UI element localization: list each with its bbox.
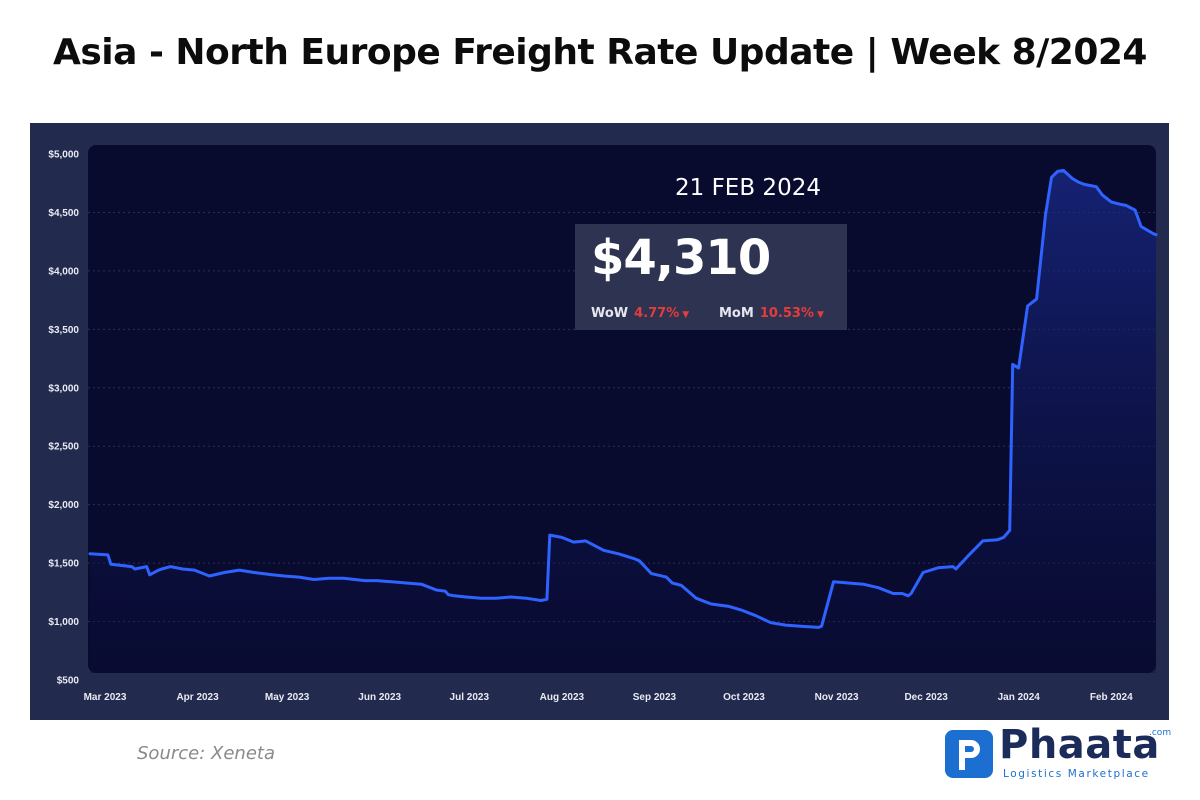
y-tick-label: $4,000 [48,266,79,277]
mom-label: MoM [719,306,754,321]
x-tick-label: May 2023 [265,692,310,703]
y-tick-label: $3,500 [48,325,79,336]
x-tick-label: Aug 2023 [540,692,585,703]
caret-down-icon: ▼ [682,310,690,320]
x-tick-label: Nov 2023 [815,692,859,703]
y-tick-label: $500 [57,676,80,687]
y-tick-label: $1,000 [48,617,79,628]
x-tick-label: Feb 2024 [1090,692,1133,703]
callout-price: $4,310 [591,230,771,286]
y-tick-label: $4,500 [48,208,79,219]
y-tick-label: $3,000 [48,383,79,394]
source-note: Source: Xeneta [137,743,275,764]
x-tick-label: Jan 2024 [998,692,1041,703]
callout-date: 21 FEB 2024 [675,175,821,201]
logo-tagline: Logistics Marketplace [1003,768,1150,780]
logo-com: .com [1149,728,1172,738]
series-line [88,168,1158,629]
wow-label: WoW [591,306,629,321]
mom-change: MoM 10.53% ▼ [719,306,824,321]
x-tick-label: Oct 2023 [723,692,765,703]
x-tick-label: Dec 2023 [904,692,948,703]
x-tick-label: Apr 2023 [176,692,219,703]
logo-name: Phaata [999,722,1160,768]
chart-container: $500 $1,000 $1,500 $2,000 $2,500 $3,000 $3,500… [30,123,1169,720]
x-tick-label: Sep 2023 [633,692,677,703]
y-tick-label: $5,000 [48,150,79,161]
wow-change: WoW 4.77% ▼ [591,306,689,321]
phaata-logo-icon [945,730,993,778]
wow-value: 4.77% [634,306,680,321]
x-tick-label: Jun 2023 [358,692,401,703]
x-tick-label: Mar 2023 [84,692,127,703]
caret-down-icon: ▼ [816,310,824,320]
price-callout: $4,310 WoW 4.77% ▼ MoM 10.53% ▼ [575,224,847,330]
page-title: Asia - North Europe Freight Rate Update … [53,32,1147,73]
phaata-logo: Phaata .com Logistics Marketplace [945,722,1172,784]
plot-panel [88,145,1156,673]
freight-rate-chart: $500 $1,000 $1,500 $2,000 $2,500 $3,000 $3,500… [48,145,1158,703]
y-tick-label: $2,500 [48,442,79,453]
y-tick-label: $1,500 [48,559,79,570]
y-tick-label: $2,000 [48,500,79,511]
x-tick-label: Jul 2023 [450,692,490,703]
series-area [90,170,1156,673]
mom-value: 10.53% [759,306,814,321]
